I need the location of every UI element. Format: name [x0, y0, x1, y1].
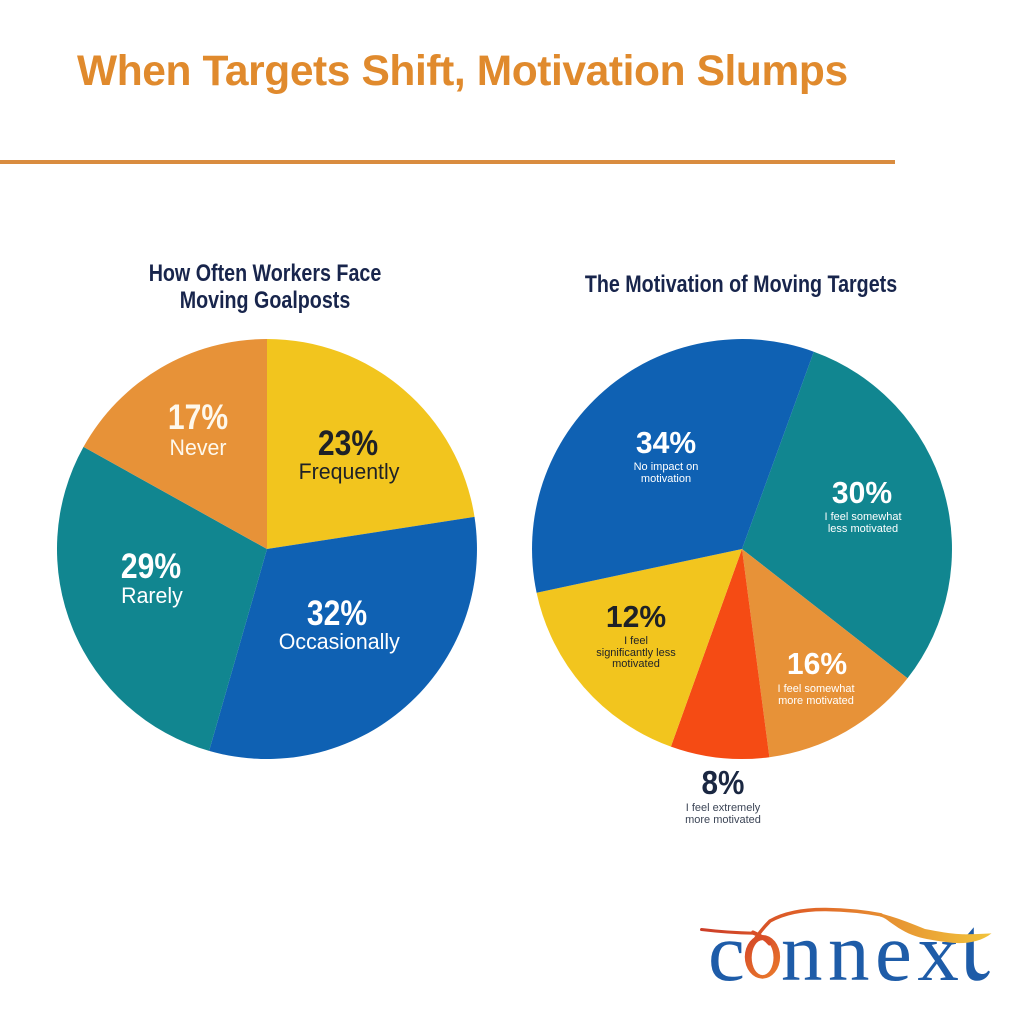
svg-text:c: c	[708, 906, 745, 998]
svg-text:nnex: nnex	[781, 906, 964, 998]
